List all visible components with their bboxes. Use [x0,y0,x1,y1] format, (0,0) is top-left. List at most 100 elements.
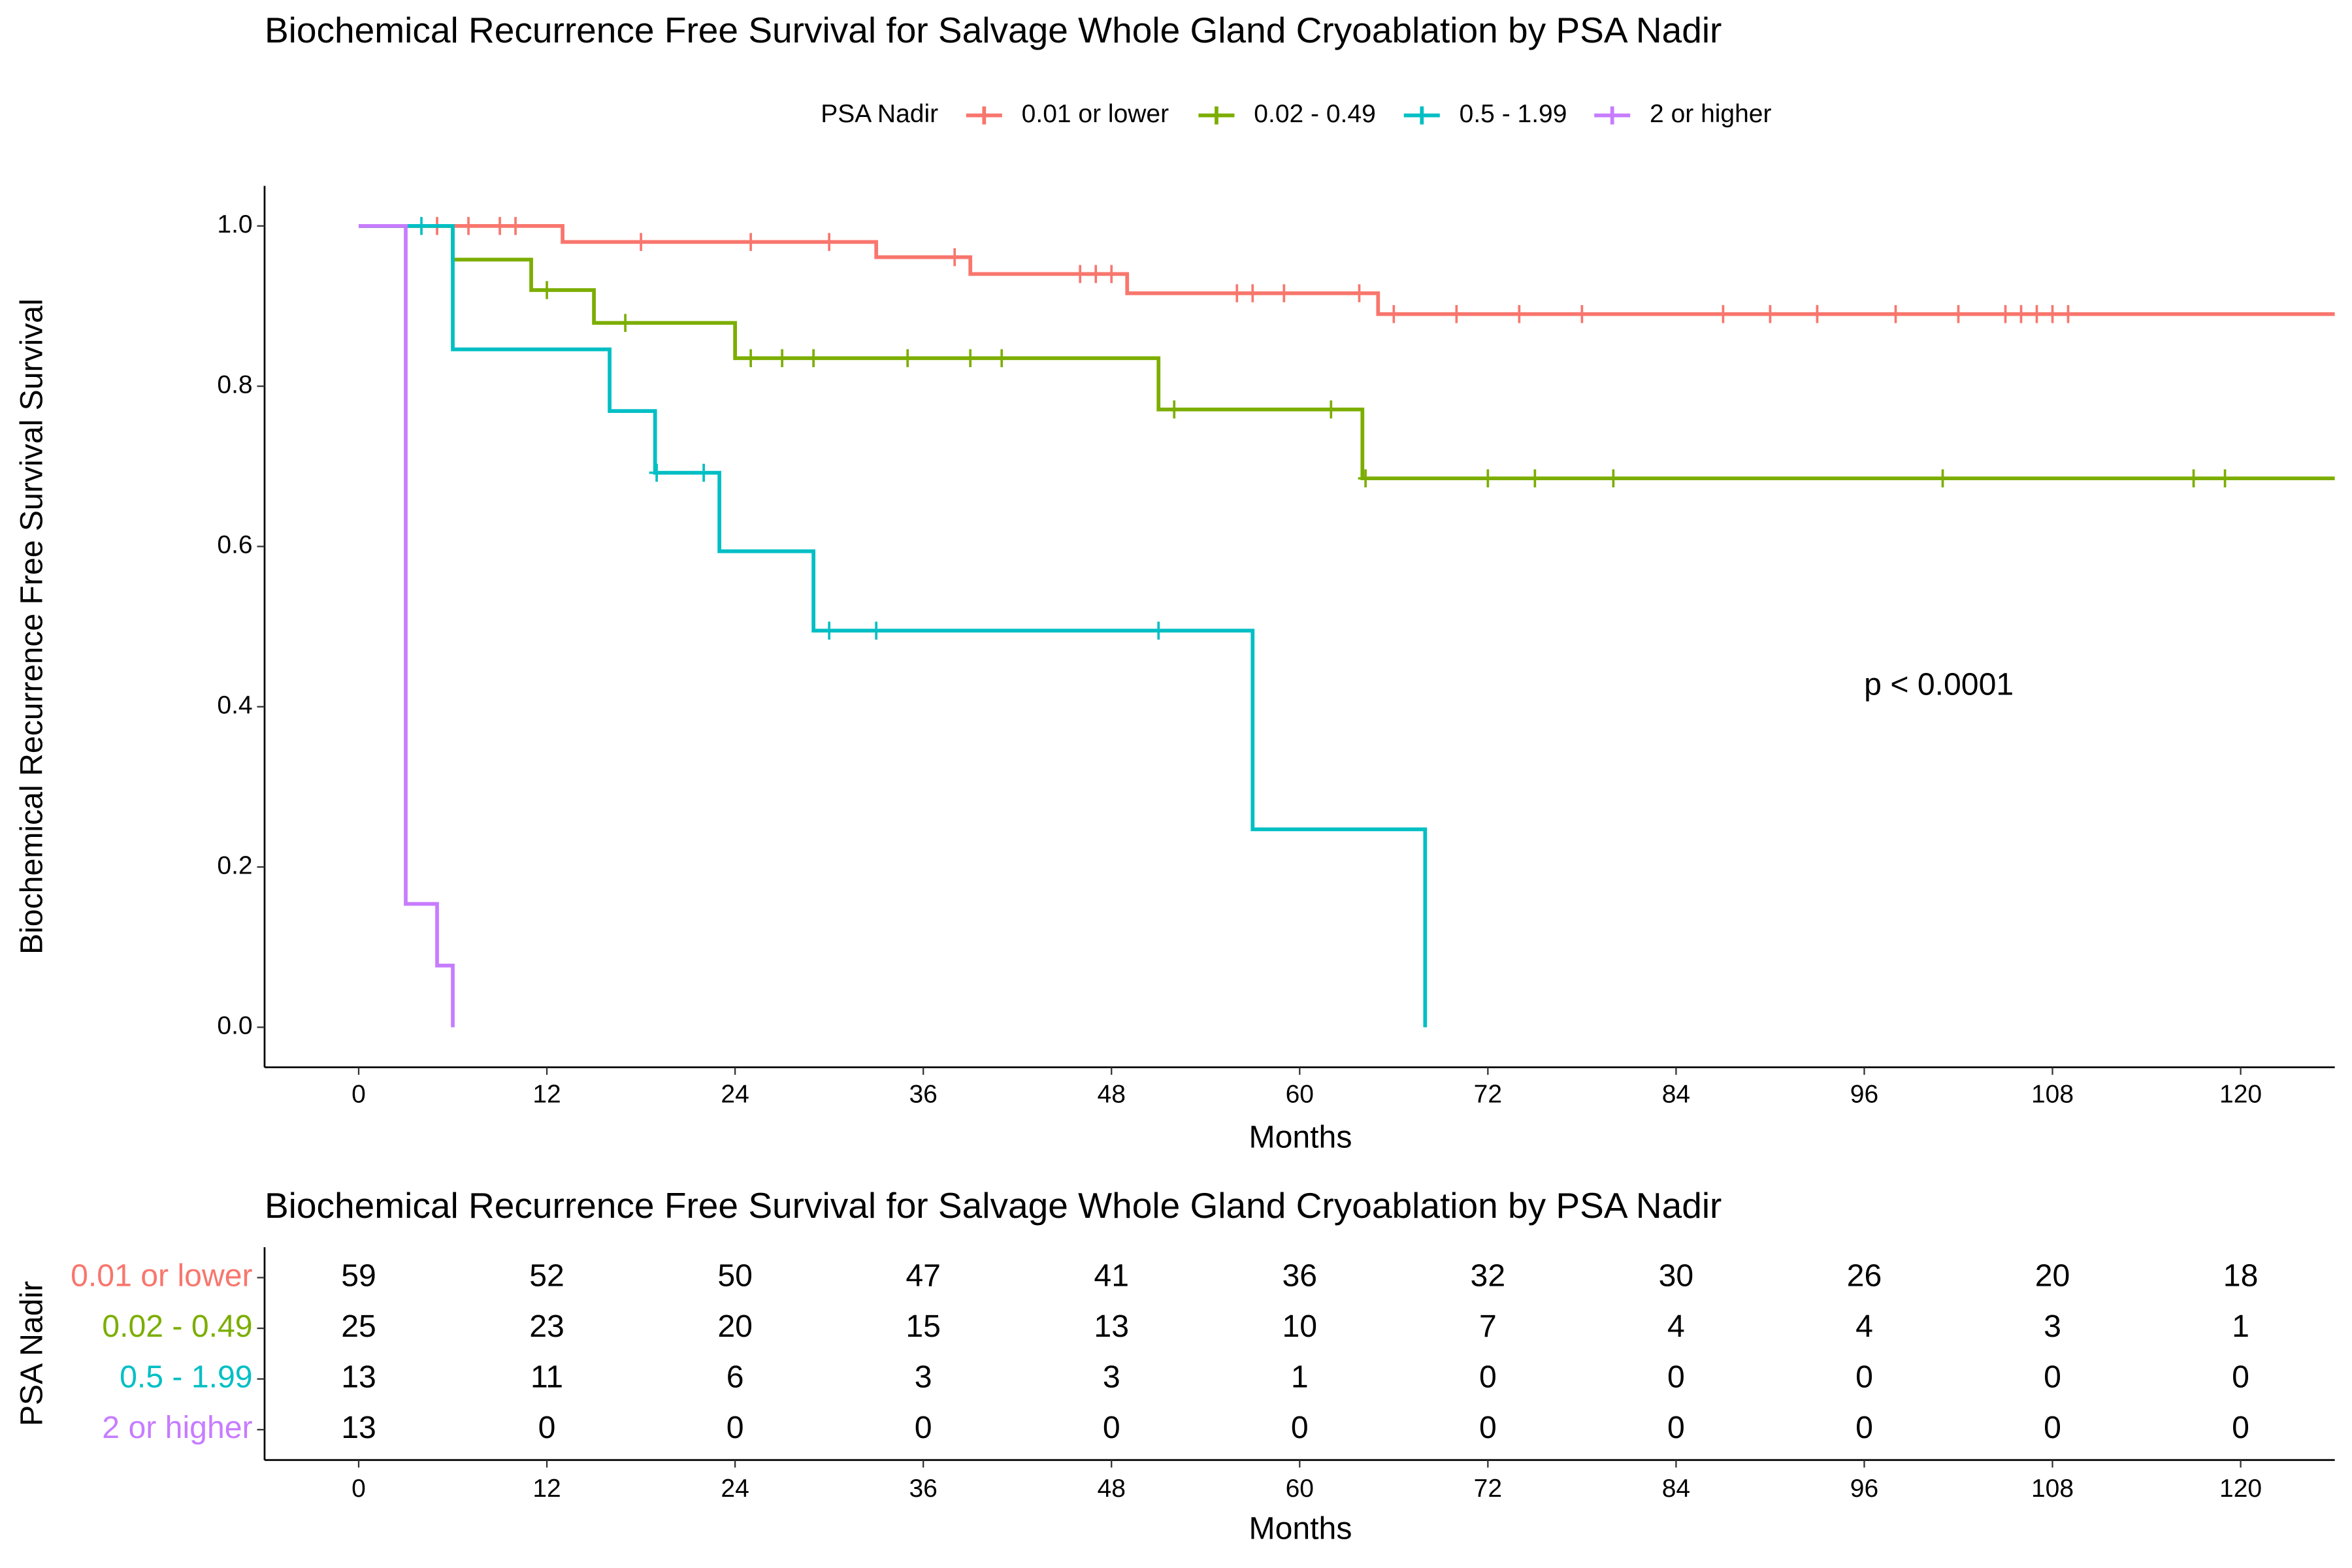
risk-count: 11 [531,1359,563,1394]
censor-mark [492,217,508,235]
risk-count: 1 [2232,1309,2249,1344]
censor-mark [1574,304,1590,323]
risk-count: 0 [1667,1410,1685,1445]
risk-count: 7 [1479,1309,1497,1344]
risk-count: 4 [1667,1309,1685,1344]
risk-count: 3 [1103,1359,1120,1394]
legend-label: 2 or higher [1650,100,1771,128]
censor-mark [1245,284,1260,302]
x-tick-label: 12 [532,1475,561,1503]
x-tick-label: 108 [2031,1081,2074,1109]
censor-mark [2029,304,2044,323]
censor-mark [947,248,962,267]
x-tick-label: 108 [2031,1475,2074,1503]
risk-count: 0 [727,1410,744,1445]
risk-count: 0 [1479,1410,1497,1445]
censor-mark [1715,304,1731,323]
censor-mark [1527,469,1543,487]
censor-mark [994,349,1009,367]
y-tick-label: 0.8 [217,370,252,399]
x-tick-label: 48 [1098,1475,1126,1503]
x-tick-label: 96 [1850,1475,1878,1503]
censor-mark [900,349,915,367]
censor-mark [1166,400,1182,419]
censor-mark [617,314,633,333]
censor-mark [2014,304,2029,323]
y-tick-label: 0.6 [217,531,252,559]
risk-count: 20 [2035,1258,2070,1293]
table-y-axis-title: PSA Nadir [14,1281,49,1426]
risk-count: 13 [341,1359,376,1394]
risk-count: 13 [341,1410,376,1445]
x-tick-label: 48 [1098,1081,1126,1109]
x-tick-label: 36 [909,1081,937,1109]
censor-mark [1323,400,1339,419]
risk-count: 4 [1855,1309,1873,1344]
censor-mark [1229,284,1245,302]
censor-mark [1935,469,1950,487]
x-tick-label: 120 [2219,1475,2262,1503]
censor-mark [1511,304,1527,323]
x-tick-label: 72 [1474,1475,1502,1503]
risk-count: 59 [341,1258,376,1293]
risk-count: 0 [1667,1359,1685,1394]
legend-label: 0.5 - 1.99 [1460,100,1567,128]
x-tick-label: 60 [1286,1081,1314,1109]
x-tick-label: 24 [721,1081,749,1109]
row-label: 2 or higher [102,1410,252,1445]
risk-count: 50 [717,1258,753,1293]
censor-mark [649,463,664,482]
censor-mark [1809,304,1825,323]
censor-mark [2217,469,2233,487]
risk-count: 0 [2044,1410,2061,1445]
risk-count: 10 [1282,1309,1317,1344]
censor-mark [1276,284,1292,302]
censor-mark [414,217,429,235]
risk-count: 0 [915,1410,932,1445]
censor-mark [2186,469,2202,487]
censor-mark [1762,304,1778,323]
row-label: 0.02 - 0.49 [102,1309,252,1344]
x-tick-label: 24 [721,1475,749,1503]
legend-title: PSA Nadir [821,100,938,128]
censor-mark [743,349,759,367]
x-tick-label: 96 [1850,1081,1878,1109]
censor-mark [2045,304,2060,323]
x-tick-label: 120 [2219,1081,2262,1109]
x-tick-label: 36 [909,1475,937,1503]
censor-mark [1386,304,1401,323]
censor-mark [821,233,837,252]
censor-mark [743,233,759,252]
censor-mark [1103,265,1119,284]
legend-key [966,106,1002,125]
table-title: Biochemical Recurrence Free Survival for… [265,1185,1722,1226]
censor-mark [1888,304,1903,323]
censor-mark [1998,304,2013,323]
risk-count: 0 [2232,1359,2249,1394]
survival-curve [359,223,455,1028]
legend-key [1403,106,1440,125]
risk-count: 3 [2044,1309,2061,1344]
y-tick-label: 1.0 [217,210,252,238]
legend-label: 0.01 or lower [1022,100,1169,128]
p-value-annotation: p < 0.0001 [1864,667,2014,702]
risk-count: 41 [1094,1258,1129,1293]
y-tick-label: 0.0 [217,1012,252,1040]
risk-count: 30 [1659,1258,1694,1293]
y-tick-label: 0.2 [217,851,252,879]
x-tick-label: 0 [351,1081,366,1109]
row-label: 0.01 or lower [71,1258,252,1293]
risk-count: 0 [2232,1410,2249,1445]
row-label: 0.5 - 1.99 [120,1359,253,1394]
risk-count: 0 [538,1410,556,1445]
risk-count: 0 [1291,1410,1309,1445]
risk-count: 25 [341,1309,376,1344]
censor-mark [461,217,476,235]
risk-count: 0 [1103,1410,1120,1445]
risk-count: 20 [717,1309,753,1344]
risk-count: 3 [915,1359,932,1394]
risk-count: 23 [529,1309,564,1344]
